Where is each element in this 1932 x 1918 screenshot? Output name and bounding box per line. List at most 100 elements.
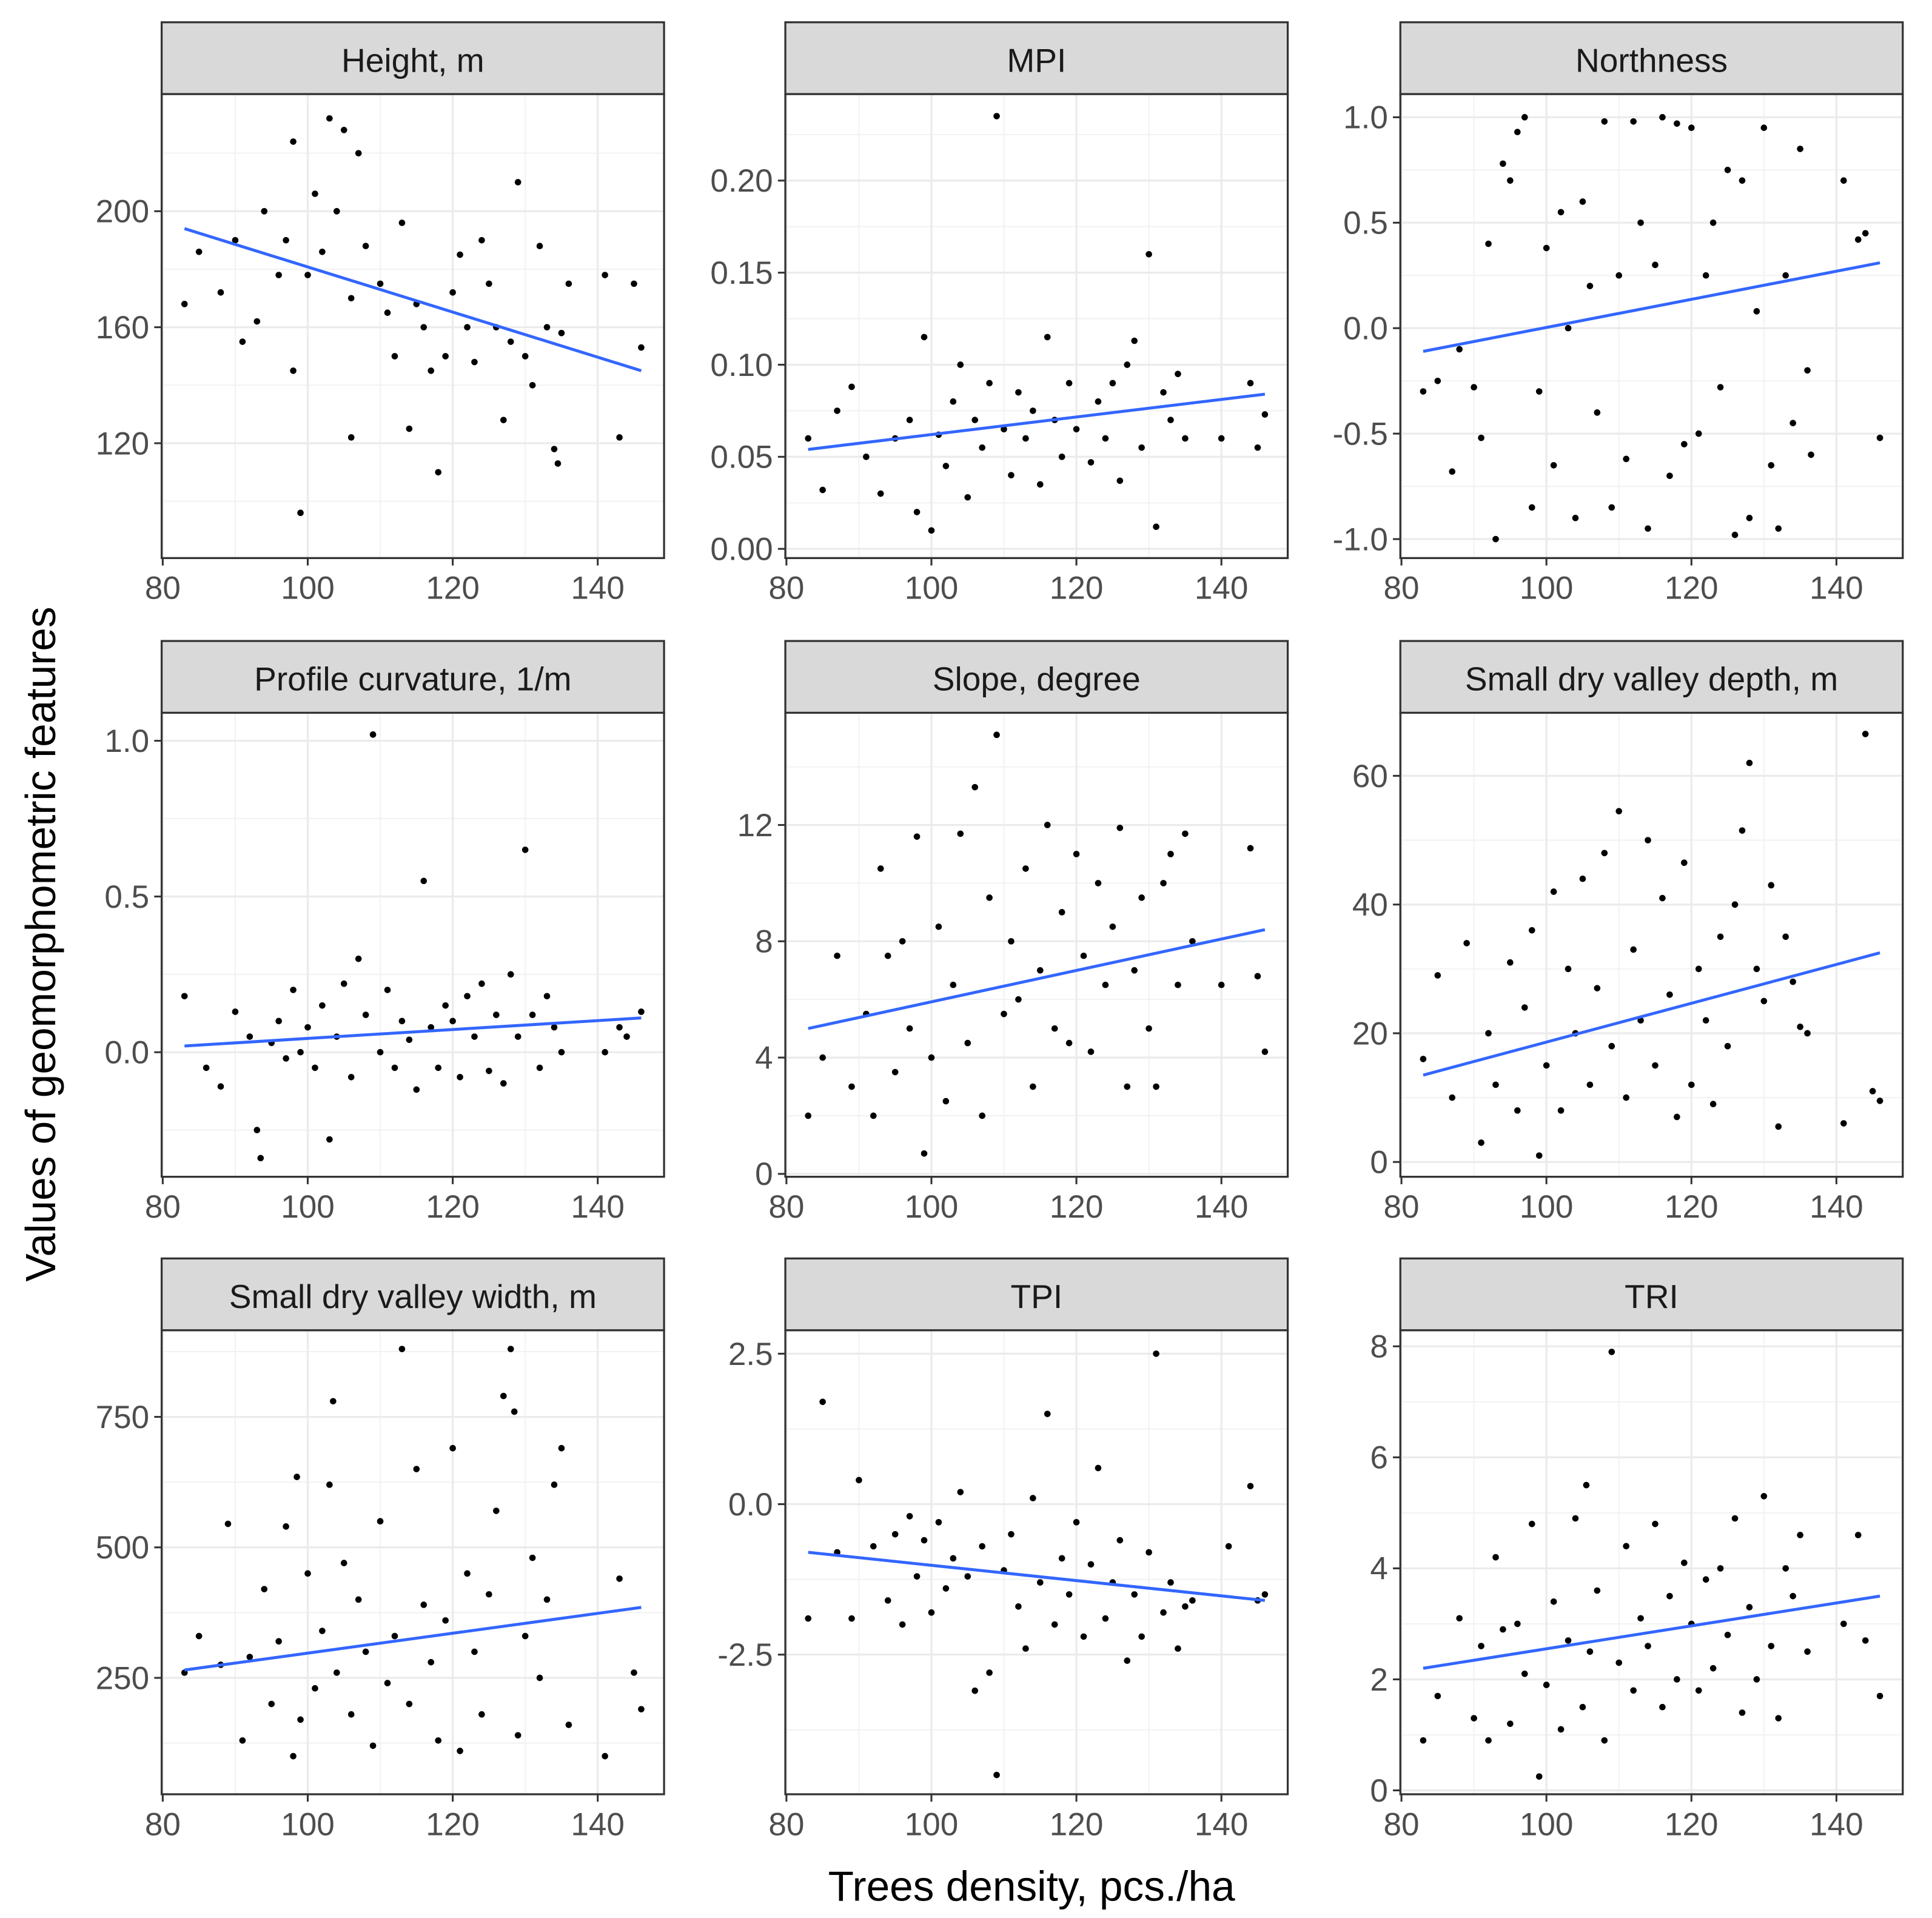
data-point (500, 1392, 507, 1400)
data-point (1247, 380, 1254, 387)
data-point (457, 1748, 463, 1754)
data-point (1652, 1062, 1659, 1069)
data-point (1565, 965, 1572, 973)
data-point (957, 361, 964, 368)
data-point (362, 243, 369, 250)
data-point (1254, 444, 1261, 451)
data-point (1645, 525, 1651, 532)
data-point (536, 1064, 543, 1071)
data-point (1572, 514, 1579, 521)
data-point (1731, 531, 1739, 538)
y-tick-label: 1.0 (104, 723, 149, 759)
data-point (1138, 1633, 1145, 1640)
data-point (457, 251, 463, 258)
data-point (1145, 1025, 1152, 1032)
data-point (1471, 1715, 1477, 1722)
data-point (1116, 824, 1124, 831)
data-point (1775, 525, 1782, 532)
y-tick-label: 500 (96, 1530, 150, 1566)
y-tick-label: 0 (1370, 1145, 1388, 1181)
data-point (1579, 198, 1586, 205)
data-point (239, 1737, 246, 1744)
data-point (1507, 177, 1514, 184)
data-point (1058, 1555, 1065, 1562)
data-point (290, 1752, 297, 1760)
data-point (1623, 1543, 1629, 1550)
data-point (181, 993, 188, 1000)
panel-title: TRI (1625, 1278, 1679, 1315)
data-point (1768, 461, 1775, 469)
x-tick-label: 120 (426, 1189, 480, 1225)
data-point (239, 338, 246, 345)
data-point (805, 1112, 812, 1119)
data-point (290, 987, 297, 993)
y-tick-label: 0.15 (710, 255, 773, 291)
data-point (486, 1067, 492, 1075)
data-point (347, 295, 355, 302)
data-point (942, 1585, 950, 1592)
data-point (181, 301, 188, 307)
data-point (1015, 389, 1022, 396)
data-point (1456, 1615, 1463, 1622)
data-point (1659, 114, 1666, 121)
data-point (1500, 160, 1506, 167)
data-point (347, 1711, 355, 1718)
data-point (1688, 124, 1695, 132)
data-point (993, 113, 1000, 119)
data-point (631, 280, 637, 287)
x-tick-label: 80 (1384, 1189, 1420, 1225)
data-point (805, 435, 812, 442)
y-tick-label: 200 (96, 194, 150, 230)
panel: 80 100 120 140 0 20 40 60 Small dry valley depth… (1352, 640, 1904, 1225)
data-point (1051, 1621, 1058, 1628)
data-point (471, 1648, 478, 1655)
data-point (1702, 272, 1709, 279)
data-point (529, 1554, 536, 1561)
data-point (543, 324, 551, 330)
y-tick-label: 0 (755, 1156, 773, 1192)
data-point (1630, 118, 1637, 125)
data-point (964, 494, 971, 501)
plot-area (1400, 713, 1903, 1177)
data-point (1565, 324, 1572, 332)
data-point (1731, 1515, 1739, 1522)
x-tick-label: 140 (1810, 571, 1863, 606)
data-point (1760, 124, 1768, 132)
y-tick-label: 8 (755, 924, 773, 960)
data-point (257, 1155, 264, 1162)
data-point (1008, 1531, 1015, 1538)
data-point (1160, 1609, 1167, 1616)
data-point (536, 1674, 543, 1682)
data-point (1586, 283, 1594, 289)
data-point (1030, 1495, 1036, 1501)
data-point (406, 425, 413, 432)
data-point (1420, 1056, 1427, 1062)
data-point (1218, 435, 1225, 442)
data-point (1753, 308, 1760, 315)
data-point (1535, 388, 1543, 395)
data-point (1022, 1645, 1029, 1652)
strip-header (784, 21, 1289, 95)
data-point (457, 1074, 463, 1081)
data-point (1782, 1565, 1789, 1572)
y-tick-label: 120 (96, 426, 150, 461)
data-point (913, 833, 921, 840)
data-point (1175, 371, 1181, 377)
data-point (1615, 1659, 1623, 1666)
data-point (1789, 420, 1796, 427)
data-point (449, 1444, 456, 1452)
data-point (486, 280, 492, 287)
plot-area (161, 713, 665, 1177)
data-point (1543, 1682, 1550, 1688)
data-point (420, 324, 428, 330)
data-point (1153, 523, 1159, 531)
data-point (1073, 851, 1080, 857)
y-tick-label: 40 (1352, 887, 1388, 923)
data-point (406, 1700, 413, 1708)
data-point (493, 1011, 500, 1018)
data-point (554, 460, 562, 467)
x-tick-label: 100 (281, 1189, 335, 1225)
data-point (805, 1615, 812, 1622)
data-point (1666, 991, 1673, 998)
